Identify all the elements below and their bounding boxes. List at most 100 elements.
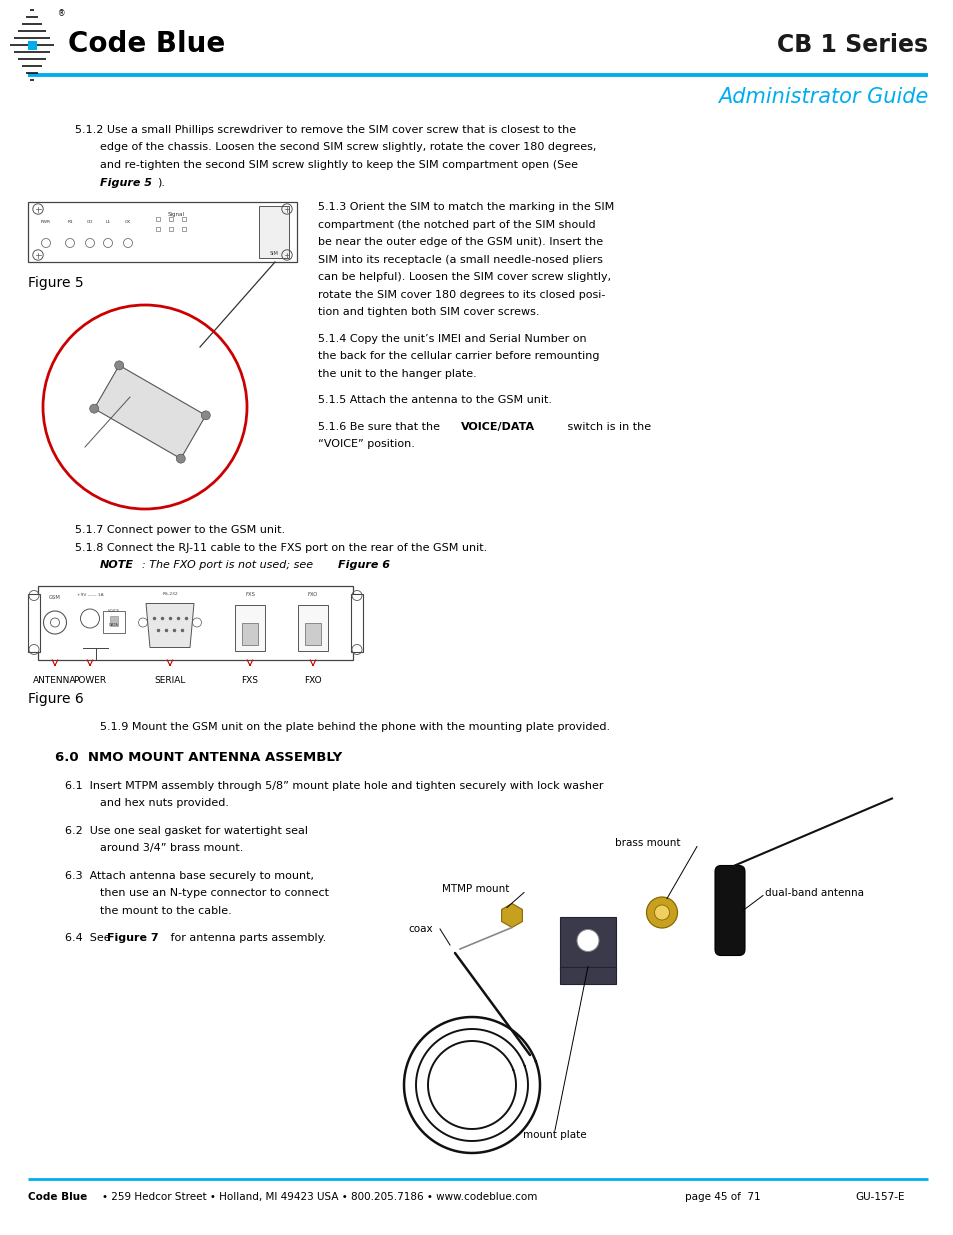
Text: can be helpful). Loosen the SIM cover screw slightly,: can be helpful). Loosen the SIM cover sc… [317, 272, 611, 282]
Text: • 259 Hedcor Street • Holland, MI 49423 USA • 800.205.7186 • www.codeblue.com: • 259 Hedcor Street • Holland, MI 49423 … [102, 1192, 537, 1202]
Text: OK: OK [125, 220, 131, 224]
FancyBboxPatch shape [714, 866, 744, 956]
Text: then use an N-type connector to connect: then use an N-type connector to connect [100, 888, 329, 898]
Text: SERIAL: SERIAL [154, 676, 186, 684]
Text: 5.1.8 Connect the RJ-11 cable to the FXS port on the rear of the GSM unit.: 5.1.8 Connect the RJ-11 cable to the FXS… [75, 542, 487, 552]
Text: page 45 of  71: page 45 of 71 [684, 1192, 760, 1202]
Text: ®: ® [58, 9, 66, 19]
Text: be near the outer edge of the GSM unit). Insert the: be near the outer edge of the GSM unit).… [317, 237, 602, 247]
Bar [182, 227, 186, 231]
FancyBboxPatch shape [242, 622, 257, 645]
Text: “VOICE” position.: “VOICE” position. [317, 438, 415, 450]
Text: FXS: FXS [241, 676, 258, 684]
Text: GU-157-E: GU-157-E [854, 1192, 903, 1202]
Text: L1: L1 [106, 220, 111, 224]
Text: switch is in the: switch is in the [563, 421, 650, 431]
Text: edge of the chassis. Loosen the second SIM screw slightly, rotate the cover 180 : edge of the chassis. Loosen the second S… [100, 142, 596, 152]
Text: FXO: FXO [304, 676, 321, 684]
Bar [182, 217, 186, 221]
Text: 6.3  Attach antenna base securely to mount,: 6.3 Attach antenna base securely to moun… [65, 871, 314, 881]
Text: CB 1 Series: CB 1 Series [776, 33, 927, 57]
Text: Figure 7: Figure 7 [107, 932, 158, 944]
Text: GSM: GSM [49, 594, 61, 599]
Text: dual-band antenna: dual-band antenna [764, 888, 863, 898]
Text: brass mount: brass mount [615, 837, 679, 847]
Text: R1: R1 [67, 220, 72, 224]
Text: Figure 6: Figure 6 [28, 692, 84, 705]
Polygon shape [146, 604, 193, 647]
FancyBboxPatch shape [559, 916, 616, 968]
FancyBboxPatch shape [297, 604, 328, 651]
FancyBboxPatch shape [28, 594, 40, 652]
Text: and re-tighten the second SIM screw slightly to keep the SIM compartment open (S: and re-tighten the second SIM screw slig… [100, 161, 578, 170]
Text: Code Blue: Code Blue [28, 1192, 87, 1202]
Circle shape [90, 404, 98, 414]
Text: 6.0  NMO MOUNT ANTENNA ASSEMBLY: 6.0 NMO MOUNT ANTENNA ASSEMBLY [55, 751, 342, 764]
Circle shape [654, 905, 669, 920]
Polygon shape [94, 366, 206, 458]
Text: RS-232: RS-232 [162, 592, 177, 595]
Text: around 3/4” brass mount.: around 3/4” brass mount. [100, 844, 243, 853]
Text: CD: CD [87, 220, 93, 224]
FancyBboxPatch shape [351, 594, 363, 652]
Text: 5.1.2 Use a small Phillips screwdriver to remove the SIM cover screw that is clo: 5.1.2 Use a small Phillips screwdriver t… [75, 125, 576, 135]
Text: rotate the SIM cover 180 degrees to its closed posi-: rotate the SIM cover 180 degrees to its … [317, 289, 605, 300]
Text: VOICE: VOICE [108, 609, 120, 613]
Circle shape [577, 930, 598, 951]
Text: 5.1.6 Be sure that the: 5.1.6 Be sure that the [317, 421, 443, 431]
FancyBboxPatch shape [28, 203, 296, 262]
Text: SIM: SIM [270, 251, 278, 256]
Text: NOTE: NOTE [100, 559, 133, 571]
Text: 6.4  See: 6.4 See [65, 932, 114, 944]
FancyBboxPatch shape [258, 206, 289, 258]
Bar [169, 227, 172, 231]
Text: VOICE/DATA: VOICE/DATA [460, 421, 534, 431]
Text: 5.1.4 Copy the unit’s IMEI and Serial Number on: 5.1.4 Copy the unit’s IMEI and Serial Nu… [317, 333, 586, 343]
Text: ANTENNA: ANTENNA [33, 676, 76, 684]
FancyBboxPatch shape [110, 615, 118, 625]
FancyBboxPatch shape [28, 41, 36, 49]
Text: POWER: POWER [73, 676, 107, 684]
FancyBboxPatch shape [305, 622, 320, 645]
Circle shape [176, 454, 185, 463]
Circle shape [114, 361, 124, 369]
Text: for antenna parts assembly.: for antenna parts assembly. [167, 932, 326, 944]
Text: tion and tighten both SIM cover screws.: tion and tighten both SIM cover screws. [317, 308, 539, 317]
Bar [155, 217, 160, 221]
Text: 5.1.3 Orient the SIM to match the marking in the SIM: 5.1.3 Orient the SIM to match the markin… [317, 203, 614, 212]
Text: Signal: Signal [168, 212, 184, 217]
Text: 5.1.7 Connect power to the GSM unit.: 5.1.7 Connect power to the GSM unit. [75, 525, 285, 535]
Circle shape [201, 411, 210, 420]
Text: FXS: FXS [245, 592, 254, 597]
FancyBboxPatch shape [103, 610, 125, 632]
Text: SIM into its receptacle (a small needle-nosed pliers: SIM into its receptacle (a small needle-… [317, 254, 602, 264]
Text: coax: coax [408, 924, 432, 934]
Text: Administrator Guide: Administrator Guide [717, 86, 927, 107]
Text: +9V —— 1A: +9V —— 1A [76, 593, 103, 597]
FancyBboxPatch shape [38, 585, 353, 659]
FancyBboxPatch shape [234, 604, 265, 651]
Circle shape [646, 897, 677, 927]
FancyBboxPatch shape [559, 967, 616, 983]
Text: ).: ). [157, 178, 165, 188]
Bar [169, 217, 172, 221]
Text: the back for the cellular carrier before remounting: the back for the cellular carrier before… [317, 351, 598, 361]
Text: MTMP mount: MTMP mount [441, 883, 509, 893]
Text: FXO: FXO [308, 592, 317, 597]
Text: and hex nuts provided.: and hex nuts provided. [100, 798, 229, 808]
Text: Figure 5: Figure 5 [28, 275, 84, 290]
Text: 6.2  Use one seal gasket for watertight seal: 6.2 Use one seal gasket for watertight s… [65, 825, 308, 836]
Text: PWR: PWR [41, 220, 51, 224]
Text: : The FXO port is not used; see: : The FXO port is not used; see [142, 559, 316, 571]
Text: DATA: DATA [109, 622, 119, 626]
Text: mount plate: mount plate [522, 1130, 586, 1140]
Text: the unit to the hanger plate.: the unit to the hanger plate. [317, 368, 476, 378]
Text: Figure 5: Figure 5 [100, 178, 152, 188]
Text: the mount to the cable.: the mount to the cable. [100, 905, 232, 915]
Text: 6.1  Insert MTPM assembly through 5/8” mount plate hole and tighten securely wit: 6.1 Insert MTPM assembly through 5/8” mo… [65, 781, 603, 790]
Text: 5.1.5 Attach the antenna to the GSM unit.: 5.1.5 Attach the antenna to the GSM unit… [317, 395, 552, 405]
Text: compartment (the notched part of the SIM should: compartment (the notched part of the SIM… [317, 220, 595, 230]
Text: 5.1.9 Mount the GSM unit on the plate behind the phone with the mounting plate p: 5.1.9 Mount the GSM unit on the plate be… [100, 721, 610, 731]
Text: Code Blue: Code Blue [68, 30, 225, 58]
Text: Figure 6: Figure 6 [337, 559, 390, 571]
